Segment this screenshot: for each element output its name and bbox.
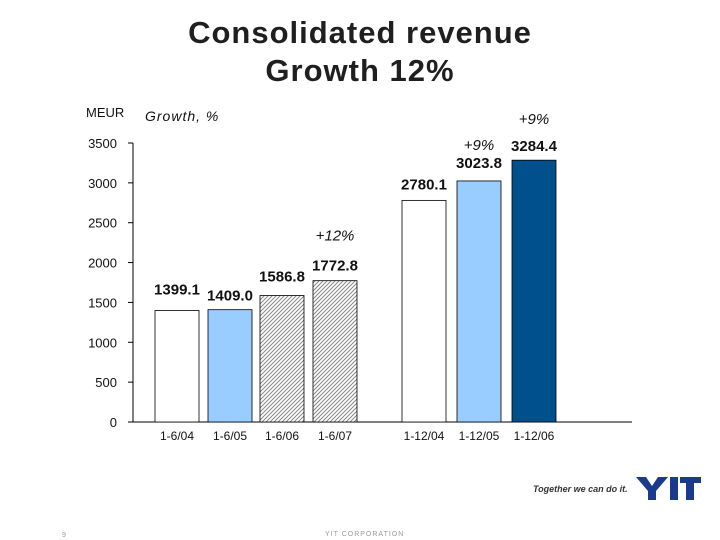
y-tick-label: 0 [110, 415, 117, 430]
company-footer: YIT CORPORATION [325, 531, 405, 538]
x-tick-label: 1-6/06 [265, 429, 299, 443]
value-label: 3023.8 [456, 155, 502, 172]
bar-1-12/04 [401, 199, 447, 423]
y-tick-label: 3500 [88, 136, 117, 151]
value-label: 3284.4 [511, 138, 558, 155]
page-number: 9 [62, 532, 66, 539]
bar-1-12/06 [511, 159, 557, 423]
unit-label: MEUR [86, 105, 125, 120]
bar-1-6/05 [207, 309, 253, 423]
value-label: 1772.8 [312, 258, 358, 275]
value-label: 1399.1 [154, 281, 200, 298]
bar-1-6/04 [154, 310, 200, 423]
growth-annotation: +9% [519, 111, 549, 128]
growth-annotation: +12% [316, 228, 355, 245]
chart-labels: 1399.1 1-6/04 1409.0 1-6/05 1586.8 1-6/06 1772… [154, 111, 558, 443]
x-tick-label: 1-6/05 [213, 429, 247, 443]
y-tick-label: 2500 [88, 216, 117, 231]
tagline: Together we can do it. [533, 484, 628, 494]
bar-1-6/06 [259, 295, 305, 423]
y-tick-label: 2000 [88, 256, 117, 271]
bar-1-6/07 [312, 280, 358, 423]
value-label: 2780.1 [401, 176, 447, 193]
y-tick-label: 1000 [88, 335, 117, 350]
y-tick-label: 500 [95, 375, 117, 390]
growth-label: Growth, % [145, 108, 220, 124]
growth-annotation: +9% [464, 137, 494, 154]
x-tick-label: 1-6/04 [160, 429, 194, 443]
chart-title: Consolidated revenue Growth 12% [0, 14, 720, 90]
value-label: 1409.0 [207, 288, 253, 305]
x-tick-label: 1-6/07 [318, 429, 352, 443]
bar-1-12/05 [456, 180, 502, 423]
chart-bars [154, 159, 557, 423]
y-tick-label: 1500 [88, 295, 117, 310]
x-tick-label: 1-12/05 [459, 429, 500, 443]
y-tick-label: 3000 [88, 176, 117, 191]
yit-logo [636, 477, 701, 500]
value-label: 1586.8 [259, 269, 305, 286]
x-tick-label: 1-12/04 [404, 429, 445, 443]
title-line-1: Consolidated revenue [188, 15, 532, 50]
title-line-2: Growth 12% [265, 53, 455, 88]
x-tick-label: 1-12/06 [514, 429, 555, 443]
